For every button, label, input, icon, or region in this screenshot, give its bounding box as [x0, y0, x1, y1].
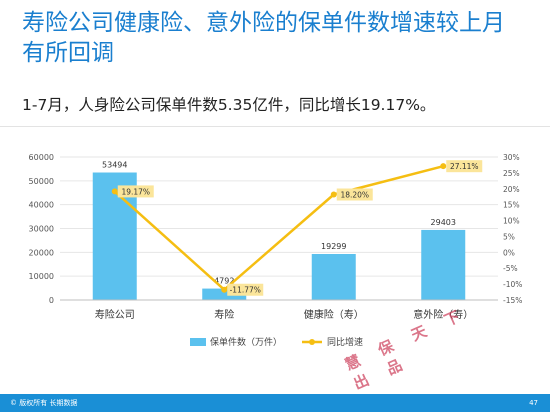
x-tick-label: 寿险公司	[95, 308, 135, 321]
y-left-tick-label: 50000	[29, 177, 54, 186]
x-tick-label: 健康险（寿）	[304, 308, 364, 321]
y-right-tick-label: 30%	[503, 153, 520, 162]
bar-data-label: 4792	[214, 277, 234, 286]
y-right-tick-label: 5%	[503, 232, 515, 241]
y-left-tick-label: 30000	[29, 225, 54, 234]
line-series: 19.17% -11.77% 18.20% 27.11%	[111, 160, 483, 296]
y-axis-right: 30% 25% 20% 15% 10% 5% 0% -5% -10% -15%	[503, 153, 522, 305]
y-axis-left: 60000 50000 40000 30000 20000 10000 0	[29, 153, 54, 305]
footer-bar: © 版权所有 长期数据 47	[0, 394, 550, 412]
y-right-tick-label: 0%	[503, 248, 515, 257]
line-point	[330, 191, 337, 198]
x-tick-label: 意外险（寿）	[413, 308, 473, 321]
combo-chart: 53494 4792 19299 29403 19.17% -11.77% 18.20% 2…	[29, 153, 523, 348]
divider	[0, 126, 550, 127]
slide-title: 寿险公司健康险、意外险的保单件数增速较上月有所回调	[22, 10, 505, 66]
line-data-label: -11.77%	[230, 286, 261, 295]
y-left-tick-label: 40000	[29, 201, 54, 210]
bar-data-label: 19299	[321, 242, 346, 251]
page-number: 47	[529, 399, 538, 407]
y-right-tick-label: 25%	[503, 169, 520, 178]
line-point	[440, 163, 447, 170]
bar	[421, 229, 466, 300]
y-right-tick-label: 20%	[503, 185, 520, 194]
footer-copyright: © 版权所有 长期数据	[10, 399, 78, 407]
y-right-tick-label: -5%	[503, 264, 518, 273]
y-left-tick-label: 0	[49, 296, 54, 305]
line-label-box	[336, 188, 373, 201]
y-right-tick-label: 10%	[503, 217, 520, 226]
line-label-box	[227, 283, 264, 296]
line-data-label: 27.11%	[450, 162, 479, 171]
bar	[202, 288, 247, 300]
chart-legend: 保单件数（万件） 同比增速	[190, 336, 363, 348]
y-left-tick-label: 60000	[29, 153, 54, 162]
line-label-box	[446, 160, 483, 173]
line-path	[113, 164, 444, 291]
x-tick-label: 寿险	[214, 308, 234, 321]
legend-label-bar: 保单件数（万件）	[210, 336, 282, 348]
legend-marker-line	[309, 339, 315, 345]
legend-swatch-bar	[190, 338, 206, 346]
line-data-label: 19.17%	[121, 187, 150, 196]
bar-data-label: 29403	[431, 218, 456, 227]
y-left-tick-label: 10000	[29, 272, 54, 281]
y-right-tick-label: -15%	[503, 296, 522, 305]
line-point	[221, 286, 228, 293]
slide-subtitle: 1-7月，人身险公司保单件数5.35亿件，同比增长19.17%。	[22, 96, 436, 114]
line-data-label: 18.20%	[340, 190, 369, 199]
legend-label-line: 同比增速	[327, 336, 363, 348]
line-label-box	[117, 185, 154, 198]
bar-data-label: 53494	[102, 161, 127, 170]
x-axis: 寿险公司 寿险 健康险（寿） 意外险（寿）	[60, 299, 498, 321]
line-point	[111, 188, 118, 195]
y-left-tick-label: 20000	[29, 248, 54, 257]
bar	[311, 254, 356, 300]
y-right-tick-label: 15%	[503, 201, 520, 210]
y-right-tick-label: -10%	[503, 280, 522, 289]
bar-series: 53494 4792 19299 29403	[92, 161, 466, 300]
